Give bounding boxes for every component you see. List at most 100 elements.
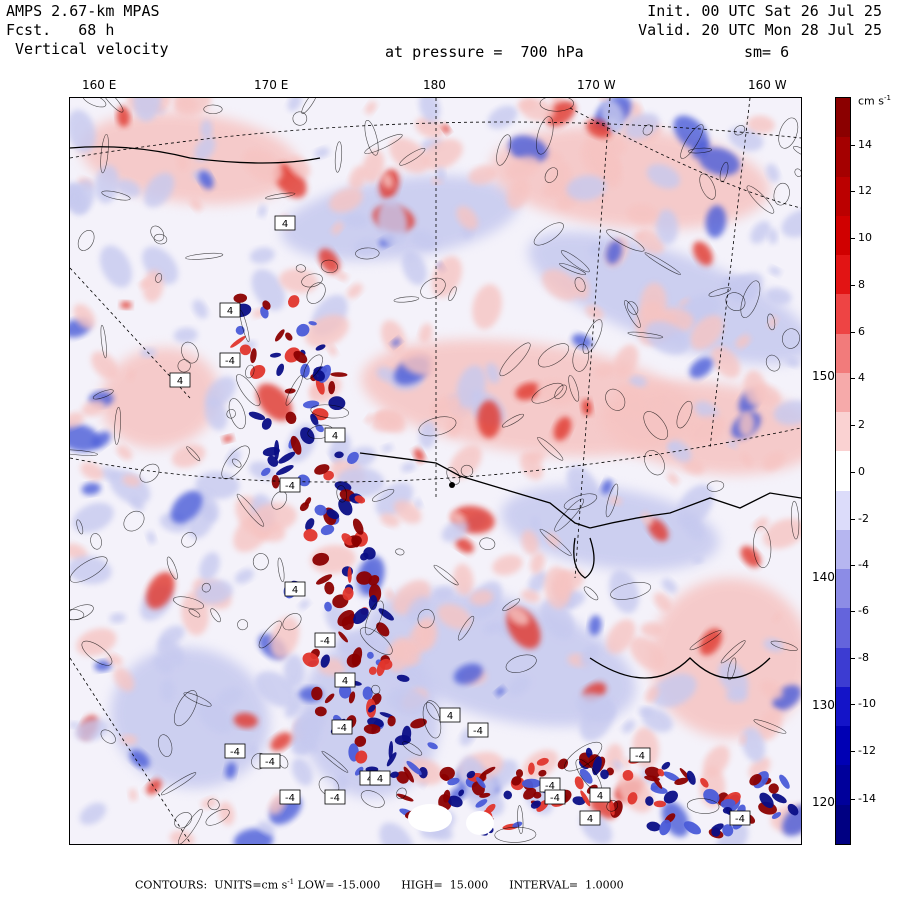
field-blob	[70, 184, 81, 210]
field-blob	[760, 680, 784, 700]
contour-line	[177, 359, 191, 373]
extrema-value: -4	[320, 636, 330, 647]
contour-line	[292, 111, 308, 126]
field-blob	[419, 323, 433, 343]
field-blob	[354, 766, 364, 776]
field-blob	[453, 563, 474, 596]
field-blob	[628, 375, 647, 388]
colorbar-band	[836, 294, 850, 335]
field-blob	[129, 497, 145, 511]
contour-line	[627, 331, 664, 339]
graticule-line	[70, 427, 801, 483]
contour-line	[605, 483, 619, 518]
contour-line	[303, 354, 323, 380]
field-blob	[380, 513, 400, 527]
contour-line	[178, 808, 203, 844]
field-blob	[200, 119, 213, 139]
extrema-value: -4	[337, 723, 347, 734]
model-name: AMPS 2.67-km MPAS	[6, 2, 160, 20]
field-blob	[381, 320, 406, 355]
contour-line	[572, 343, 590, 372]
field-blob	[310, 413, 319, 426]
field-blob	[122, 474, 141, 487]
field-blob	[683, 821, 702, 835]
graticule-line	[70, 121, 801, 159]
field-blob	[781, 209, 801, 238]
contour-line	[310, 404, 349, 419]
contour-line	[479, 537, 496, 551]
field-blob	[198, 170, 214, 190]
field-blob	[771, 793, 787, 804]
contour-line	[559, 263, 587, 276]
field-blob	[314, 504, 327, 516]
contour-line	[699, 173, 716, 200]
field-blob	[410, 229, 438, 250]
colorbar-units-base: cm s	[858, 94, 884, 108]
colorbar-tick-mark	[851, 799, 855, 800]
contour-line	[185, 252, 224, 260]
field-blob	[710, 346, 741, 379]
field-blob	[250, 348, 257, 364]
extrema-box-frame	[544, 789, 566, 805]
colorbar-band	[836, 255, 850, 296]
field-blob	[129, 749, 150, 769]
contour-line	[82, 98, 107, 108]
field-blob	[70, 109, 96, 153]
contour-line	[420, 277, 446, 299]
extrema-box-frame	[274, 215, 296, 231]
contour-line	[101, 98, 124, 113]
field-blob	[609, 799, 615, 816]
field-blob	[334, 451, 344, 459]
colorbar-band	[836, 137, 850, 178]
colorbar-tick-mark	[851, 751, 855, 752]
colorbar-tick-label: 8	[858, 278, 865, 291]
field-blob	[588, 615, 602, 636]
extrema-box: -4	[219, 352, 241, 368]
contour-line	[207, 798, 220, 811]
units-exp: -1	[287, 878, 295, 886]
colorbar-tick-mark	[851, 611, 855, 612]
field-blob	[674, 777, 689, 785]
coastline-segment	[589, 492, 801, 529]
contour-line	[537, 436, 564, 461]
contour-line	[70, 556, 108, 583]
contour-line	[605, 388, 626, 411]
field-blob	[690, 315, 724, 350]
colorbar-tick-label: 2	[858, 418, 865, 431]
field-blob	[456, 365, 486, 409]
field-blob	[347, 451, 359, 464]
field-blob	[299, 599, 310, 610]
field-blob	[507, 606, 530, 626]
contour-line	[70, 609, 85, 621]
field-blob	[750, 221, 771, 244]
colorbar-tick-label: -12	[858, 744, 876, 757]
extrema-box: 4	[369, 770, 391, 786]
field-blob	[169, 830, 195, 844]
field-blob	[581, 399, 593, 416]
graticule	[70, 98, 801, 844]
graticule-line	[569, 107, 801, 209]
field-blob	[70, 423, 101, 452]
coastline-segment	[589, 657, 771, 679]
field-blob	[285, 332, 293, 341]
vertical-velocity-map: 44-444-44-44-44-4-4-4-4-44-4-44-4-444	[69, 97, 802, 845]
field-blob	[312, 369, 325, 382]
lon-label-180: 180	[423, 78, 446, 92]
colorbar-band	[836, 608, 850, 649]
contour-line	[680, 124, 704, 159]
extrema-box: -4	[544, 789, 566, 805]
extrema-box-frame	[219, 302, 241, 318]
field-blob	[367, 651, 374, 659]
pressure-label: at pressure =	[385, 43, 503, 61]
field-blob	[249, 247, 275, 264]
field-blob	[676, 484, 714, 527]
field-blob	[437, 603, 472, 630]
contour-line	[150, 225, 165, 242]
contour-line	[793, 146, 801, 156]
colorbar-band	[836, 412, 850, 453]
colorbar-tick-label: -6	[858, 604, 869, 617]
field-blob	[296, 323, 310, 337]
field-blob	[79, 802, 107, 825]
contour-line	[395, 548, 405, 556]
field-blob	[415, 117, 445, 139]
